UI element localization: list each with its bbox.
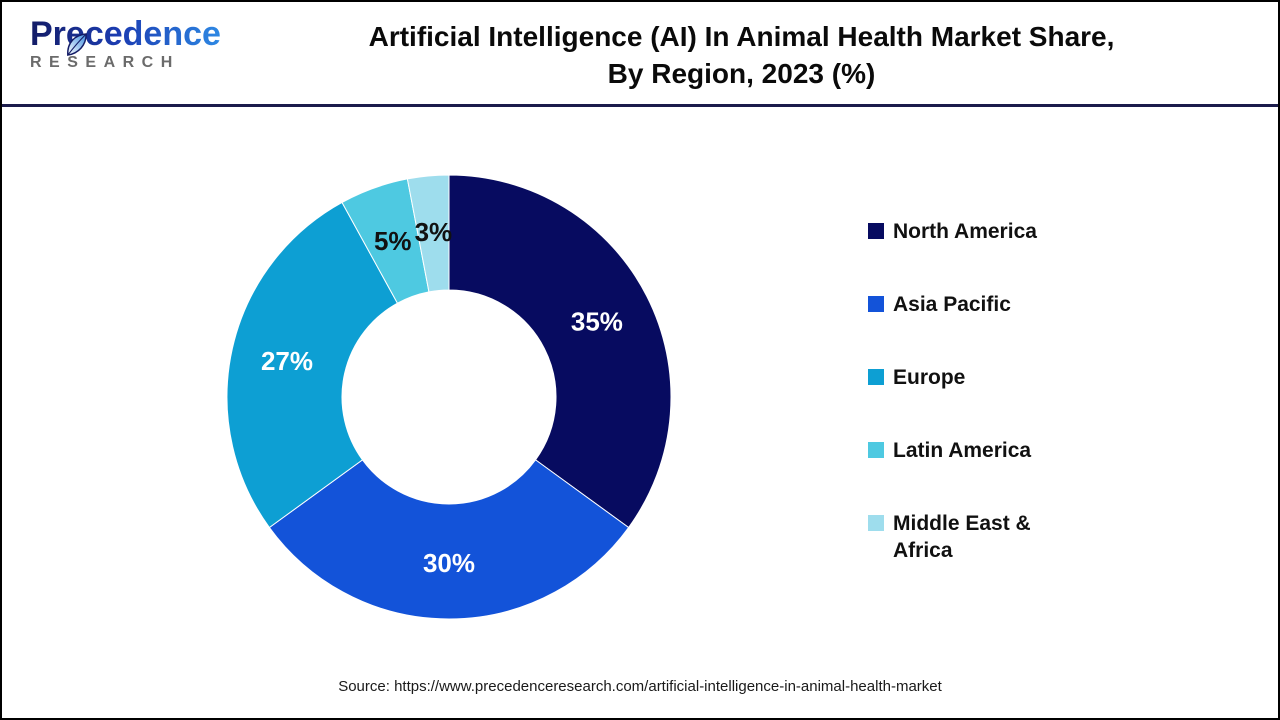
header: Precedence RESEARCH Artificial Intellige… bbox=[0, 0, 1280, 104]
chart-legend: North America Asia Pacific Europe Latin Ame… bbox=[868, 218, 1098, 610]
logo-leaf-icon bbox=[67, 33, 87, 56]
pie-slice-asia-pacific bbox=[268, 459, 630, 620]
legend-label: Europe bbox=[893, 366, 966, 389]
legend-label: Latin America bbox=[893, 439, 1032, 462]
legend-item-north-america: North America bbox=[868, 218, 1098, 245]
legend-swatch-icon bbox=[868, 442, 884, 458]
legend-item-europe: Europe bbox=[868, 364, 1098, 391]
legend-item-middle-east-africa: Middle East & Africa bbox=[868, 510, 1098, 564]
pie-slice-middle-east-africa bbox=[406, 174, 450, 293]
slice-label-asia-pacific: 30% bbox=[423, 548, 475, 578]
brand-name: Precedence bbox=[30, 16, 230, 52]
chart-title-line1: Artificial Intelligence (AI) In Animal H… bbox=[368, 21, 1115, 52]
chart-title-line2: By Region, 2023 (%) bbox=[607, 58, 876, 89]
legend-label: North America bbox=[893, 220, 1037, 243]
donut-chart: 35% 30% 27% 5% 3% bbox=[226, 174, 672, 620]
legend-swatch-icon bbox=[868, 223, 884, 239]
legend-swatch-icon bbox=[868, 515, 884, 531]
legend-swatch-icon bbox=[868, 369, 884, 385]
source-text: Source: https://www.precedenceresearch.c… bbox=[338, 678, 942, 695]
legend-label: Asia Pacific bbox=[893, 293, 1011, 316]
pie-slice-europe bbox=[226, 201, 399, 529]
legend-swatch-icon bbox=[868, 296, 884, 312]
slice-label-middle-east-africa: 3% bbox=[415, 217, 453, 247]
slice-label-north-america: 35% bbox=[571, 307, 623, 337]
pie-slice-north-america bbox=[448, 174, 672, 529]
chart-title: Artificial Intelligence (AI) In Animal H… bbox=[215, 18, 1268, 92]
slice-label-latin-america: 5% bbox=[374, 226, 412, 256]
slice-label-europe: 27% bbox=[261, 346, 313, 376]
legend-item-latin-america: Latin America bbox=[868, 437, 1098, 464]
header-separator bbox=[0, 104, 1280, 107]
legend-item-asia-pacific: Asia Pacific bbox=[868, 291, 1098, 318]
legend-label: Middle East & Africa bbox=[893, 512, 1031, 562]
brand-subtitle: RESEARCH bbox=[30, 54, 180, 71]
brand-logo: Precedence RESEARCH bbox=[30, 16, 230, 72]
